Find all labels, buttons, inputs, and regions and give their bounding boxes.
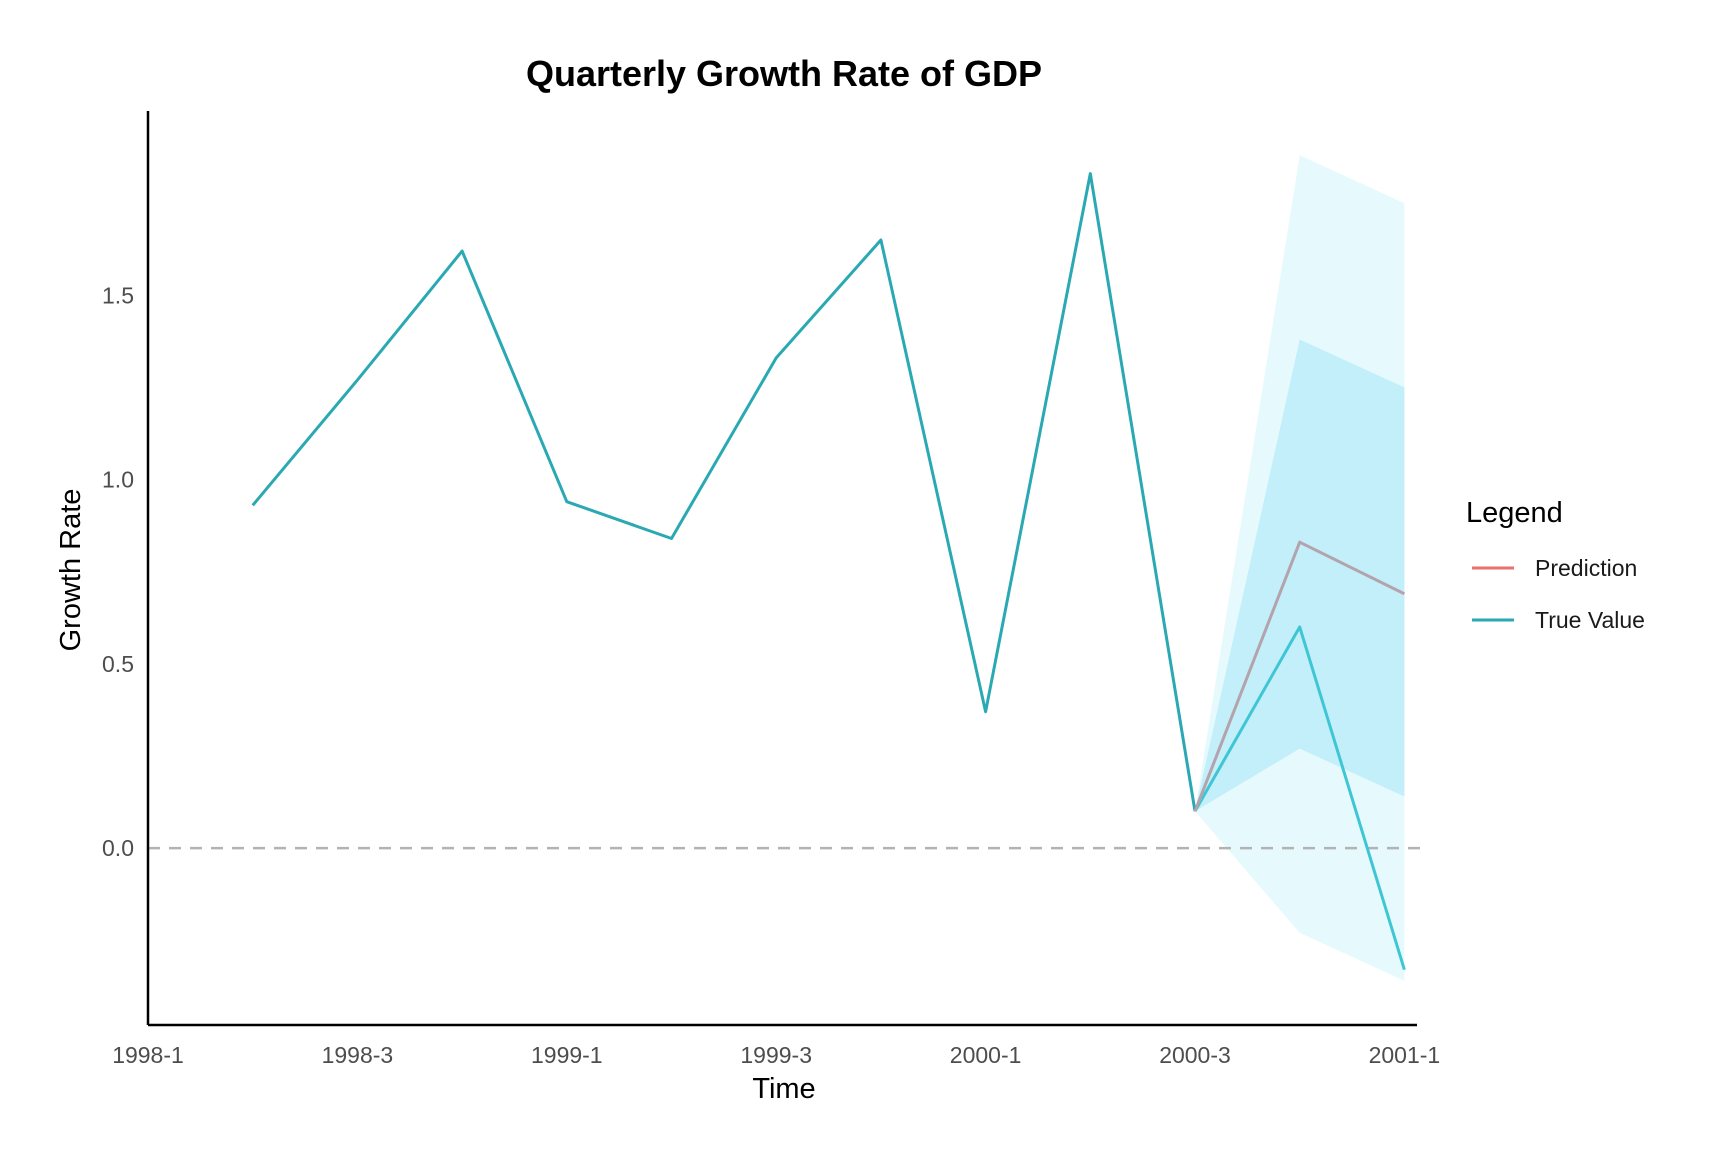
x-tick-label: 1999-3: [740, 1042, 812, 1068]
legend-label-prediction: Prediction: [1535, 555, 1637, 581]
legend-label-true-value: True Value: [1535, 607, 1645, 633]
y-tick-label: 1.5: [102, 282, 134, 308]
x-ticks: 1998-1 1998-3 1999-1 1999-3 2000-1 2000-3 2001…: [112, 1042, 1440, 1068]
x-tick-label: 2001-1: [1369, 1042, 1441, 1068]
legend-title: Legend: [1466, 497, 1563, 529]
y-ticks: 0.0 0.5 1.0 1.5: [102, 282, 134, 861]
y-tick-label: 1.0: [102, 467, 134, 493]
x-tick-label: 2000-3: [1159, 1042, 1231, 1068]
y-tick-label: 0.5: [102, 651, 134, 677]
series-line-true-value-1: [1193, 625, 1406, 971]
series-line-prediction-2: [1193, 540, 1406, 812]
x-axis-title: Time: [752, 1073, 815, 1105]
series-line-true-value-0: [251, 172, 1197, 812]
x-tick-label: 1998-3: [322, 1042, 394, 1068]
chart-title: Quarterly Growth Rate of GDP: [526, 53, 1042, 94]
y-tick-label: 0.0: [102, 835, 134, 861]
x-tick-label: 2000-1: [950, 1042, 1022, 1068]
x-tick-label: 1998-1: [112, 1042, 184, 1068]
legend: Legend Prediction True Value: [1466, 497, 1645, 633]
y-axis-title: Growth Rate: [55, 489, 87, 652]
plot-area: [148, 155, 1421, 981]
x-tick-label: 1999-1: [531, 1042, 603, 1068]
interval-band-inner: [1195, 339, 1405, 812]
